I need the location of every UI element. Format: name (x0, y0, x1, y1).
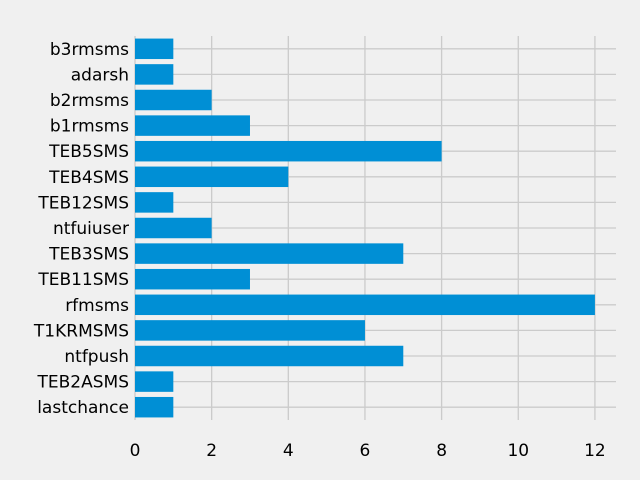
bar-T1KRMSMS (135, 320, 365, 341)
bar-b3rmsms (135, 38, 174, 60)
x-tick-label: 10 (507, 441, 529, 461)
y-tick-label: rfmsms (65, 296, 129, 316)
y-tick-label: ntfuiuser (53, 219, 129, 239)
y-tick-label: TEB3SMS (48, 245, 129, 265)
y-tick-label: TEB2ASMS (37, 373, 129, 393)
y-tick-label: TEB11SMS (37, 270, 129, 290)
y-tick-label: TEB5SMS (48, 142, 129, 162)
y-tick-label: ntfpush (64, 347, 129, 367)
bar-TEB11SMS (135, 268, 250, 290)
x-tick-label: 0 (130, 441, 141, 461)
y-tick-label: b1rmsms (50, 117, 129, 137)
bar-ntfuiuser (135, 217, 212, 239)
x-tick-label: 8 (436, 441, 447, 461)
bar-rfmsms (135, 294, 595, 316)
y-tick-label: b2rmsms (50, 91, 129, 111)
bar-b1rmsms (135, 115, 250, 136)
bar-ntfpush (135, 345, 404, 367)
y-tick-label: b3rmsms (50, 40, 129, 60)
y-tick-label: TEB12SMS (37, 193, 129, 213)
x-tick-label: 12 (584, 441, 606, 461)
bar-TEB5SMS (135, 140, 442, 162)
y-tick-labels: lastchance TEB2ASMS ntfpush T1KRMSMS rfmsms T… (33, 40, 129, 418)
y-tick-label: lastchance (37, 398, 129, 418)
bar-TEB2ASMS (135, 371, 174, 392)
bar-lastchance (135, 396, 174, 418)
x-tick-labels: 0 2 4 6 8 10 12 (130, 441, 606, 461)
x-tick-label: 6 (360, 441, 371, 461)
bar-adarsh (135, 64, 174, 85)
x-tick-label: 4 (283, 441, 294, 461)
bar-b2rmsms (135, 89, 212, 111)
bars (135, 38, 595, 418)
y-tick-label: TEB4SMS (48, 168, 129, 188)
bar-TEB12SMS (135, 192, 174, 213)
bar-TEB4SMS (135, 166, 289, 188)
y-tick-label: T1KRMSMS (33, 321, 129, 341)
x-tick-label: 2 (206, 441, 217, 461)
bar-TEB3SMS (135, 243, 404, 264)
y-tick-label: adarsh (71, 65, 129, 85)
